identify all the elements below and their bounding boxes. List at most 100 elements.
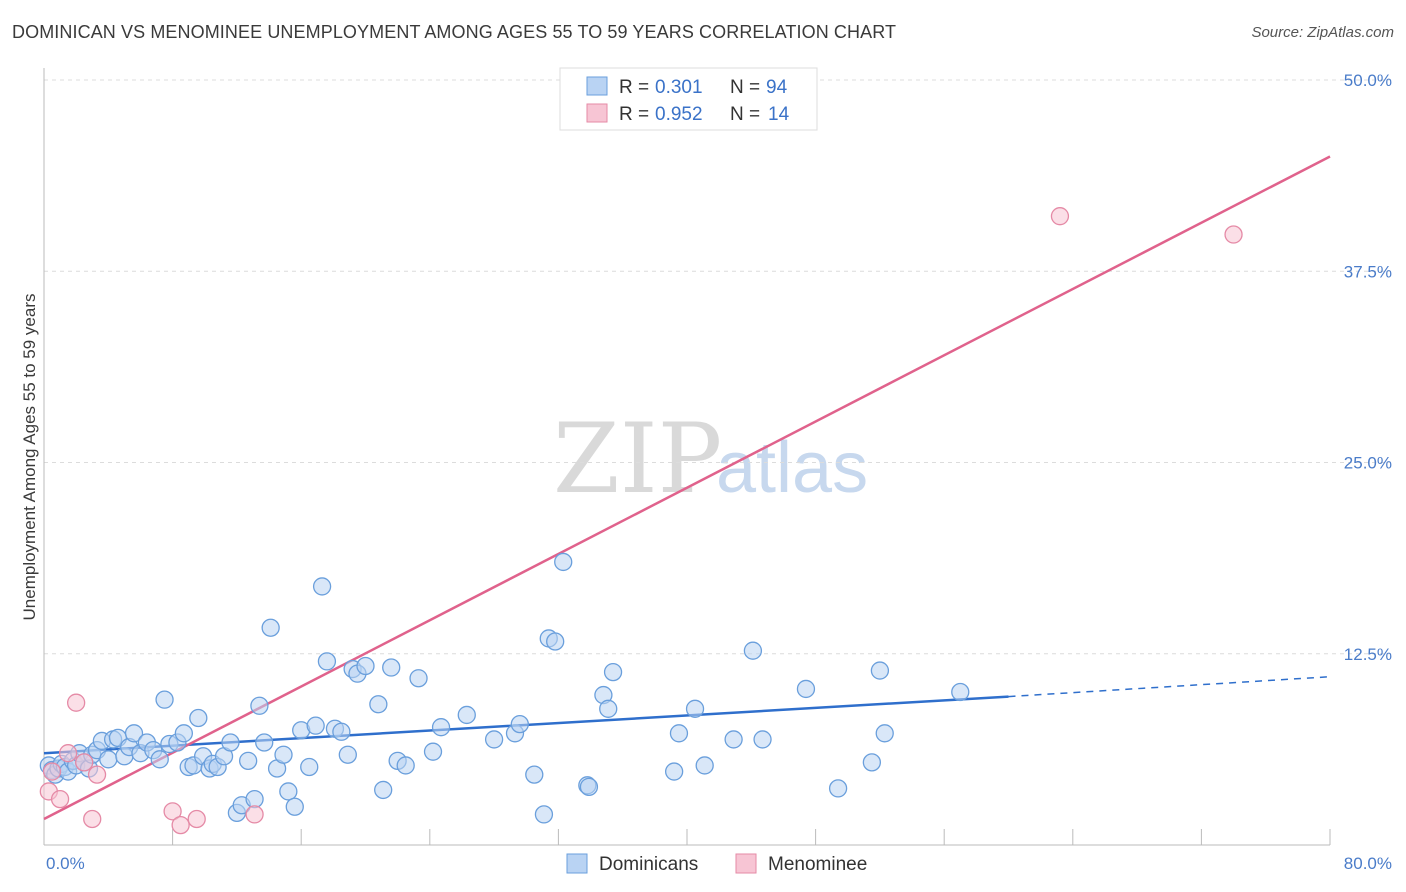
point-dominicans	[261, 618, 280, 637]
trend-line-dominicans-extension	[1008, 675, 1331, 698]
point-dominicans	[312, 577, 332, 596]
point-dominicans	[382, 658, 401, 677]
point-menominee	[245, 805, 264, 824]
point-dominicans	[603, 662, 623, 682]
point-dominicans	[546, 632, 565, 651]
point-dominicans	[221, 733, 240, 752]
point-menominee	[171, 815, 190, 835]
point-dominicans	[554, 552, 573, 572]
point-dominicans	[484, 730, 504, 749]
legend-r-label-menominee: R =	[619, 104, 649, 125]
point-dominicans	[510, 714, 529, 734]
point-dominicans	[862, 753, 882, 772]
point-dominicans	[875, 724, 894, 743]
point-dominicans	[279, 782, 298, 801]
point-dominicans	[534, 805, 554, 824]
y-tick-label: 50.0%	[1344, 71, 1392, 90]
point-dominicans	[99, 750, 118, 769]
point-dominicans	[431, 718, 451, 737]
point-dominicans	[724, 730, 743, 749]
point-dominicans	[274, 745, 293, 764]
series-legend-swatch-dominicans	[566, 853, 588, 874]
point-menominee	[1050, 207, 1070, 226]
y-tick-label: 12.5%	[1344, 645, 1392, 664]
point-dominicans	[356, 656, 375, 676]
watermark-atlas: atlas	[716, 428, 868, 508]
point-dominicans	[695, 756, 714, 775]
point-dominicans	[155, 690, 174, 709]
point-menominee	[1224, 225, 1243, 244]
point-dominicans	[743, 641, 763, 660]
point-dominicans	[396, 756, 415, 775]
point-menominee	[58, 744, 78, 763]
point-dominicans	[124, 724, 144, 743]
chart-title: DOMINICAN VS MENOMINEE UNEMPLOYMENT AMON…	[12, 22, 897, 42]
point-dominicans	[457, 705, 476, 725]
point-dominicans	[255, 733, 274, 752]
grid	[44, 79, 1390, 655]
point-menominee	[42, 762, 62, 781]
series-legend: Dominicans Menominee	[566, 853, 867, 875]
data-points	[39, 207, 1243, 835]
point-dominicans	[239, 751, 258, 770]
legend-n-value-dominicans: 94	[766, 77, 788, 98]
point-dominicans	[579, 777, 599, 797]
legend-n-label-dominicans: N =	[730, 77, 760, 98]
y-axis-title: Unemployment Among Ages 55 to 59 years	[20, 294, 39, 621]
series-legend-swatch-menominee	[735, 853, 757, 874]
point-dominicans	[332, 722, 351, 741]
source-credit: Source: ZipAtlas.com	[1251, 24, 1394, 41]
point-dominicans	[174, 724, 194, 743]
point-dominicans	[189, 708, 208, 728]
legend-n-value-menominee: 14	[768, 104, 790, 125]
point-menominee	[83, 809, 102, 829]
x-tick-label-min: 0.0%	[46, 854, 85, 873]
point-dominicans	[409, 669, 428, 688]
trend-line-menominee	[43, 155, 1331, 821]
point-dominicans	[369, 695, 388, 714]
point-dominicans	[664, 762, 684, 781]
point-menominee	[187, 809, 206, 829]
point-dominicans	[828, 779, 848, 798]
point-menominee	[87, 765, 107, 784]
point-dominicans	[150, 750, 169, 769]
y-tick-label: 25.0%	[1344, 454, 1392, 473]
series-legend-label-dominicans: Dominicans	[599, 854, 698, 875]
x-tick-label-max: 80.0%	[1344, 854, 1392, 873]
legend-r-label-dominicans: R =	[619, 77, 649, 98]
point-dominicans	[245, 789, 264, 809]
point-dominicans	[951, 682, 970, 702]
point-dominicans	[338, 745, 357, 764]
point-dominicans	[525, 765, 544, 784]
point-dominicans	[796, 679, 816, 699]
trend-lines	[43, 155, 1331, 821]
point-dominicans	[374, 780, 393, 800]
point-dominicans	[685, 699, 705, 718]
point-dominicans	[753, 730, 772, 749]
point-dominicans	[669, 724, 689, 743]
legend-n-label-menominee: N =	[730, 104, 760, 125]
point-dominicans	[599, 699, 618, 718]
legend-r-value-dominicans: 0.301	[655, 77, 703, 98]
legend-swatch-dominicans	[586, 76, 608, 96]
point-menominee	[163, 802, 182, 821]
point-menominee	[67, 693, 86, 712]
point-dominicans	[300, 757, 319, 777]
point-dominicans	[306, 716, 325, 735]
point-dominicans	[423, 742, 443, 761]
point-dominicans	[870, 661, 890, 680]
y-tick-label: 37.5%	[1344, 262, 1392, 281]
point-menominee	[75, 753, 94, 772]
point-menominee	[50, 789, 70, 809]
y-tick-labels: 12.5% 25.0% 37.5% 50.0%	[1344, 71, 1392, 664]
stats-legend: R = 0.301 N = 94 R = 0.952 N = 14	[559, 67, 818, 131]
x-ticks	[172, 829, 1331, 845]
point-dominicans	[285, 797, 304, 816]
legend-r-value-menominee: 0.952	[655, 104, 703, 125]
watermark-zip: ZIP	[553, 403, 722, 515]
series-legend-label-menominee: Menominee	[768, 854, 867, 875]
point-dominicans	[250, 696, 269, 715]
point-dominicans	[317, 652, 337, 671]
legend-swatch-menominee	[586, 103, 608, 123]
